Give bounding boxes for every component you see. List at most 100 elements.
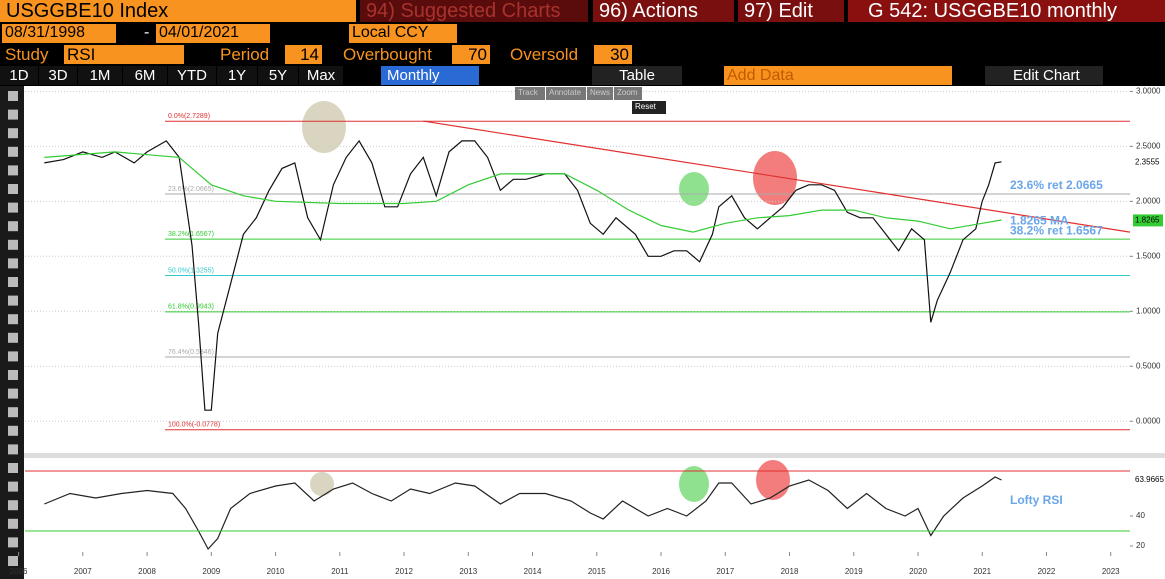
tool-icon[interactable]: [8, 91, 18, 101]
last-value-label: 63.9665: [1135, 475, 1164, 484]
table-button[interactable]: Table: [592, 66, 682, 85]
tool-icon[interactable]: [8, 128, 18, 139]
y-tick-label: 40: [1136, 511, 1145, 520]
last-value-label: 1.8265: [1135, 216, 1160, 225]
highlight: [302, 101, 346, 153]
tool-icon[interactable]: [8, 258, 18, 269]
study-name[interactable]: RSI: [64, 45, 184, 64]
study-label: Study: [5, 45, 49, 64]
x-tick-label: 2017: [716, 567, 734, 576]
tool-icon[interactable]: [8, 388, 18, 399]
add-data[interactable]: Add Data: [724, 66, 952, 85]
period-button[interactable]: 1D: [0, 66, 38, 85]
x-tick-label: 2008: [138, 567, 156, 576]
edit-menu[interactable]: 97) Edit: [738, 0, 844, 22]
last-value-label: 2.3555: [1135, 157, 1160, 166]
period[interactable]: 14: [285, 45, 322, 64]
period-button[interactable]: 1M: [78, 66, 122, 85]
last-value-box: [1133, 474, 1163, 487]
period-button[interactable]: Max: [299, 66, 343, 85]
oversold[interactable]: 30: [594, 45, 632, 64]
tool-icon[interactable]: [8, 109, 18, 120]
period-button[interactable]: 6M: [123, 66, 167, 85]
x-tick-label: 2015: [588, 567, 606, 576]
annotate-tool[interactable]: News: [587, 87, 613, 100]
end-date[interactable]: 04/01/2021: [156, 24, 270, 43]
highlight: [679, 466, 709, 502]
annotate-tool[interactable]: Reset: [632, 101, 666, 114]
series-label: 1.8265 MA: [1010, 214, 1069, 228]
annotation: Lofty RSI: [1010, 493, 1063, 507]
overbought[interactable]: 70: [452, 45, 490, 64]
period-button[interactable]: 5Y: [258, 66, 298, 85]
annotate-tool[interactable]: Track: [515, 87, 545, 100]
last-value-box: [1133, 156, 1163, 169]
x-tick-label: 2023: [1102, 567, 1120, 576]
series-line: [44, 151, 1002, 233]
y-tick-label: 0.5000: [1136, 361, 1161, 370]
date-separator: -: [144, 24, 150, 41]
y-tick-label: 2.0000: [1136, 196, 1161, 205]
tool-icon[interactable]: [8, 165, 18, 176]
y-tick-label: 1.5000: [1136, 251, 1161, 260]
security[interactable]: USGGBE10 Index: [0, 0, 356, 22]
tool-icon[interactable]: [8, 146, 18, 157]
highlight: [679, 172, 709, 206]
y-tick-label: 0.0000: [1136, 416, 1161, 425]
tool-icon[interactable]: [8, 277, 18, 287]
tool-icon[interactable]: [8, 407, 18, 418]
annotate-tool[interactable]: Annotate: [546, 87, 586, 100]
tool-icon[interactable]: [8, 537, 18, 548]
tool-icon[interactable]: [8, 239, 18, 250]
chart-background: [0, 86, 1165, 579]
tool-icon[interactable]: [8, 221, 18, 232]
tool-icon[interactable]: [8, 184, 18, 194]
tool-icon[interactable]: [8, 518, 18, 529]
tool-icon[interactable]: [8, 351, 18, 362]
annotation: 38.2% ret 1.6567: [1010, 223, 1103, 237]
oversold-label: Oversold: [510, 45, 579, 64]
highlight: [756, 460, 790, 500]
fib-label: 61.8%(0.9943): [168, 304, 214, 311]
fib-label: 0.0%(2.7289): [168, 113, 210, 120]
tool-icon[interactable]: [8, 463, 18, 473]
annotation: 23.6% ret 2.0665: [1010, 178, 1103, 192]
tool-icon[interactable]: [8, 314, 18, 325]
chart: 3.0000 2.5000 2.0000 1.5000 1.0000 0.5000 0.00…: [0, 86, 1165, 579]
x-tick-label: 2014: [524, 567, 542, 576]
period-label: Period: [220, 45, 270, 64]
tool-icon[interactable]: [8, 556, 18, 566]
tool-icon[interactable]: [8, 202, 18, 213]
overbought-label: Overbought: [343, 45, 432, 64]
frequency[interactable]: Monthly: [381, 66, 479, 85]
tool-icon[interactable]: [8, 425, 18, 436]
tool-icon[interactable]: [8, 500, 18, 511]
x-tick-label: 2010: [267, 567, 285, 576]
annotate-tool[interactable]: Zoom: [614, 87, 642, 100]
x-tick-label: 2012: [395, 567, 413, 576]
series-line: [44, 476, 1002, 551]
period-button[interactable]: 1Y: [217, 66, 257, 85]
period-button[interactable]: YTD: [168, 66, 216, 85]
actions-menu[interactable]: 96) Actions: [593, 0, 734, 22]
x-tick-label: 2021: [973, 567, 991, 576]
currency[interactable]: Local CCY: [349, 24, 457, 43]
edit-chart[interactable]: Edit Chart: [985, 66, 1103, 85]
fib-label: 100.0%(-0.0778): [168, 422, 220, 429]
x-tick-label: 2019: [845, 567, 863, 576]
tool-icon[interactable]: [8, 481, 18, 492]
highlight: [310, 472, 334, 496]
x-tick-label: 2013: [459, 567, 477, 576]
tool-icon[interactable]: [8, 332, 18, 343]
suggested-charts[interactable]: 94) Suggested Charts: [360, 0, 588, 22]
tool-icon[interactable]: [8, 370, 18, 380]
y-tick-label: 3.0000: [1136, 87, 1161, 96]
x-tick-label: 2020: [909, 567, 927, 576]
y-tick-label: 2.5000: [1136, 141, 1161, 150]
tool-icon[interactable]: [8, 444, 18, 455]
period-button[interactable]: 3D: [39, 66, 77, 85]
fib-label: 23.6%(2.0665): [168, 186, 214, 193]
start-date[interactable]: 08/31/1998: [2, 24, 116, 43]
x-tick-label: 2011: [331, 567, 349, 576]
tool-icon[interactable]: [8, 295, 18, 306]
